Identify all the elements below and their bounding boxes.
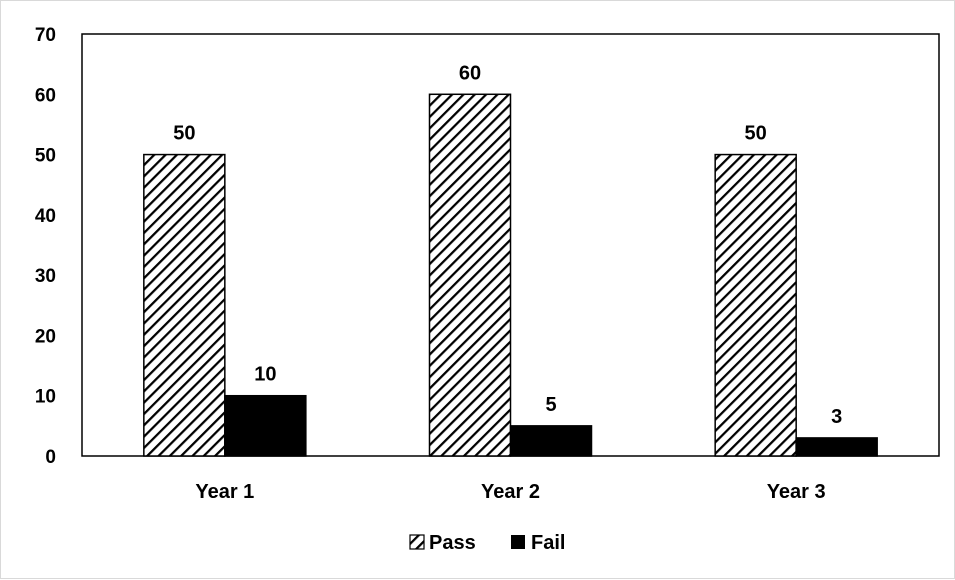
legend-label-pass: Pass bbox=[429, 532, 476, 554]
bar-pass-year-3 bbox=[714, 153, 797, 457]
y-tick-label: 70 bbox=[35, 25, 56, 46]
data-labels-group: 50 10 60 5 50 3 bbox=[173, 62, 842, 428]
data-label-pass: 50 bbox=[173, 123, 195, 145]
y-tick-label: 20 bbox=[35, 326, 56, 347]
y-tick-label: 50 bbox=[35, 146, 56, 167]
x-category-label: Year 2 bbox=[481, 481, 540, 503]
y-axis-ticks: 0 10 20 30 40 50 60 70 bbox=[35, 25, 56, 468]
legend-item-fail: Fail bbox=[511, 532, 565, 554]
legend-swatch-pass bbox=[409, 534, 425, 550]
y-tick-label: 10 bbox=[35, 387, 56, 408]
y-tick-label: 0 bbox=[45, 447, 56, 468]
data-label-fail: 5 bbox=[545, 394, 556, 416]
x-category-label: Year 1 bbox=[195, 481, 254, 503]
x-category-label: Year 3 bbox=[767, 481, 826, 503]
bars-group bbox=[143, 93, 878, 457]
legend-label-fail: Fail bbox=[531, 532, 565, 554]
y-tick-label: 60 bbox=[35, 85, 56, 106]
legend-swatch-fail bbox=[511, 535, 525, 549]
data-label-fail: 10 bbox=[254, 364, 276, 386]
bar-fail-year-1 bbox=[224, 394, 307, 457]
data-label-pass: 50 bbox=[745, 123, 767, 145]
bar-pass-year-2 bbox=[428, 93, 512, 457]
y-tick-label: 40 bbox=[35, 206, 56, 227]
x-axis-categories: Year 1 Year 2 Year 3 bbox=[195, 481, 825, 503]
y-tick-label: 30 bbox=[35, 266, 56, 287]
data-label-fail: 3 bbox=[831, 406, 842, 428]
bar-pass-year-1 bbox=[143, 153, 226, 457]
legend: Pass Fail bbox=[409, 532, 565, 554]
legend-item-pass: Pass bbox=[409, 532, 476, 554]
data-label-pass: 60 bbox=[459, 62, 481, 84]
bar-fail-year-2 bbox=[509, 425, 593, 457]
bar-fail-year-3 bbox=[795, 437, 878, 457]
